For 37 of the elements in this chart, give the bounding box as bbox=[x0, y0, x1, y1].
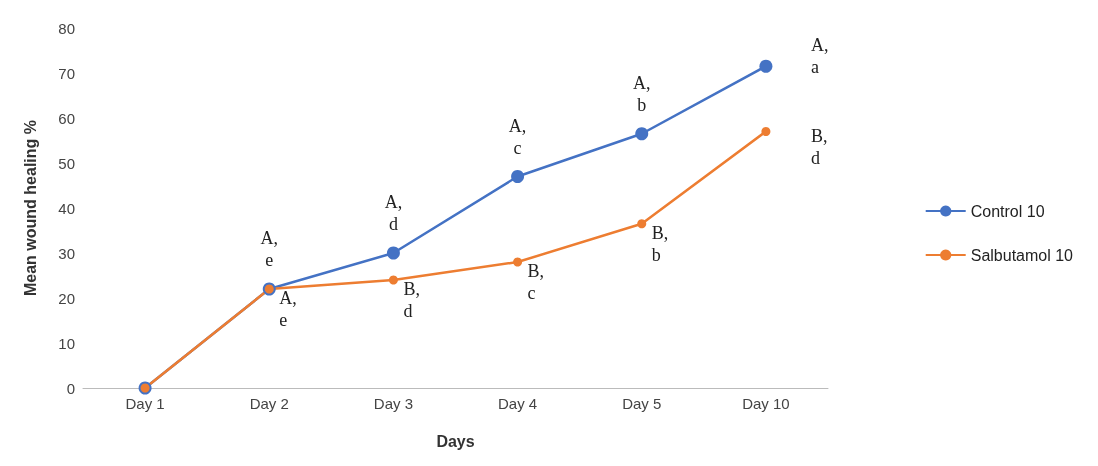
point bbox=[761, 127, 771, 136]
annotation: A, d bbox=[384, 192, 403, 234]
annotation: A, c bbox=[508, 115, 527, 158]
x-tick-label: Day 10 bbox=[742, 395, 790, 412]
y-tick-label: 50 bbox=[58, 154, 75, 172]
annotation: A, b bbox=[633, 72, 651, 115]
point bbox=[759, 59, 773, 73]
point bbox=[388, 275, 398, 285]
y-tick-label: 30 bbox=[58, 244, 75, 262]
legend-label: Control 10 bbox=[970, 202, 1045, 220]
annotation: B, b bbox=[651, 222, 669, 265]
y-tick-label: 60 bbox=[58, 109, 75, 127]
annotation: A, e bbox=[260, 228, 278, 270]
annotation: A, a bbox=[810, 35, 829, 78]
annotation: A, e bbox=[279, 288, 297, 330]
point bbox=[511, 170, 525, 183]
annotation: B, d bbox=[403, 279, 420, 321]
point bbox=[635, 127, 649, 141]
annotation: B, d bbox=[810, 125, 828, 168]
x-tick-label: Day 2 bbox=[249, 395, 289, 412]
legend-label: Salbutamol 10 bbox=[970, 246, 1074, 264]
annotation: B, c bbox=[527, 261, 545, 303]
x-tick-label: Day 5 bbox=[622, 395, 662, 412]
y-tick-label: 20 bbox=[58, 289, 75, 307]
y-axis-title: Mean wound healing % bbox=[21, 119, 39, 297]
x-tick-label: Day 4 bbox=[497, 395, 538, 412]
x-axis-title: Days bbox=[436, 432, 475, 450]
point bbox=[386, 246, 400, 260]
x-tick-label: Day 1 bbox=[125, 395, 165, 412]
y-tick-label: 0 bbox=[66, 379, 75, 397]
point bbox=[637, 219, 647, 229]
y-tick-label: 70 bbox=[58, 64, 75, 82]
point bbox=[513, 257, 523, 267]
y-tick-label: 10 bbox=[58, 334, 75, 352]
y-tick-label: 80 bbox=[58, 19, 75, 37]
x-tick-label: Day 3 bbox=[373, 395, 414, 412]
y-tick-label: 40 bbox=[58, 199, 75, 217]
